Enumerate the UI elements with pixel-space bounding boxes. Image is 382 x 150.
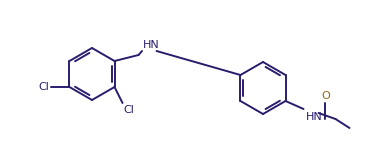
Text: Cl: Cl — [123, 105, 134, 115]
Text: Cl: Cl — [39, 82, 50, 92]
Text: O: O — [321, 91, 330, 101]
Text: HN: HN — [142, 40, 159, 50]
Text: HN: HN — [306, 112, 322, 122]
